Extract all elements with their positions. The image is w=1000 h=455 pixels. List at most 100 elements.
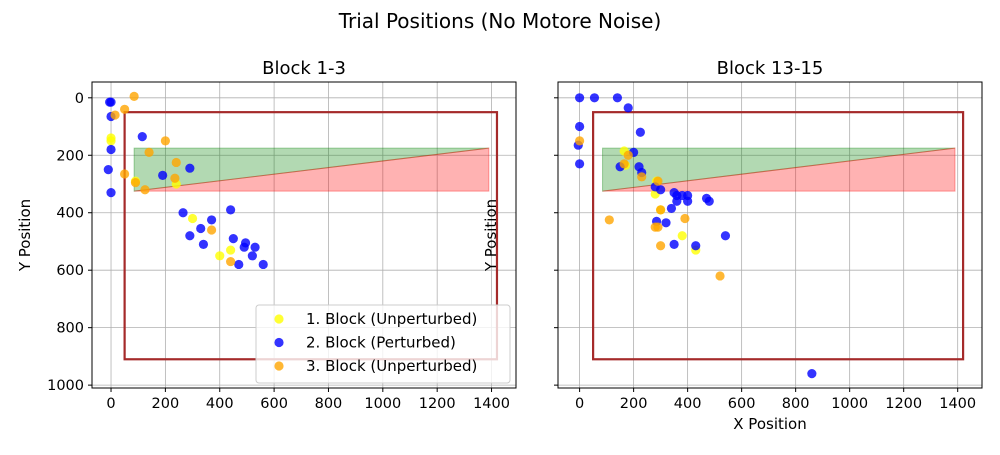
scatter-point-block-2	[206, 215, 217, 225]
scatter-point-block-2	[612, 93, 623, 103]
y-tick-label: 0	[75, 91, 84, 107]
x-tick-label: 1400	[939, 396, 976, 412]
scatter-point-block-3	[129, 91, 139, 101]
scatter-point-block-2	[623, 103, 633, 113]
scatter-point-block-2	[656, 185, 666, 195]
x-tick-label: 800	[315, 396, 343, 412]
scatter-point-block-2	[683, 196, 693, 206]
x-tick-label: 1000	[831, 396, 868, 412]
scatter-point-block-1	[226, 245, 236, 255]
scatter-point-block-2	[198, 239, 209, 249]
scatter-point-block-2	[807, 369, 817, 379]
green-target-region	[133, 147, 489, 192]
scatter-point-block-3	[604, 215, 614, 225]
scatter-point-block-2	[185, 231, 195, 241]
legend-marker-block-2	[274, 337, 284, 348]
red-target-region	[602, 147, 956, 192]
y-tick-label: 1000	[47, 378, 84, 394]
y-tick-label: 200	[56, 148, 84, 164]
scatter-point-block-2	[575, 121, 585, 132]
scatter-point-block-3	[140, 185, 150, 195]
x-tick-label: 0	[575, 396, 584, 412]
x-tick-label: 400	[674, 396, 702, 412]
scatter-point-block-2	[226, 205, 236, 215]
legend-label-block-3: 3. Block (Unperturbed)	[306, 357, 477, 375]
scatter-point-block-2	[158, 170, 168, 180]
x-tick-label: 1200	[419, 396, 456, 412]
scatter-point-block-1	[677, 231, 687, 241]
legend-label-block-2: 2. Block (Perturbed)	[306, 334, 456, 352]
scatter-point-block-3	[170, 173, 180, 183]
scatter-point-block-2	[234, 259, 244, 270]
legend: 1. Block (Unperturbed) 2. Block (Perturbe…	[255, 304, 511, 384]
scatter-point-block-3	[130, 177, 141, 188]
scatter-point-block-2	[661, 218, 671, 228]
x-tick-label: 200	[620, 396, 648, 412]
scatter-point-block-3	[656, 205, 666, 215]
x-tick-label: 600	[260, 396, 288, 412]
scatter-point-block-2	[635, 127, 645, 137]
scatter-point-block-2	[691, 241, 701, 251]
scatter-point-block-3	[144, 147, 154, 157]
scatter-point-block-2	[106, 144, 116, 155]
scatter-point-block-3	[623, 150, 633, 160]
legend-marker-block-3	[274, 361, 284, 371]
scatter-point-block-1	[106, 136, 116, 146]
subplot-title: Block 1-3	[262, 58, 346, 79]
y-axis-label: Y Position	[482, 199, 500, 272]
x-axis-label: X Position	[733, 415, 806, 433]
axes-spine	[91, 81, 517, 389]
x-tick-label: 1000	[364, 396, 401, 412]
scatter-point-block-2	[669, 239, 679, 249]
scatter-point-block-2	[575, 159, 585, 169]
y-tick-label: 800	[56, 321, 84, 337]
x-tick-label: 600	[728, 396, 756, 412]
scatter-point-block-2	[106, 97, 116, 107]
scatter-point-block-3	[160, 136, 170, 146]
x-tick-label: 1400	[473, 396, 510, 412]
scatter-point-block-2	[103, 165, 113, 175]
legend-marker-block-1	[274, 314, 284, 324]
scatter-point-block-3	[637, 172, 647, 182]
subplot-block-13-15: 0 200 400 600 800 1000 1200 1400 Block 13-15 Y Po…	[482, 58, 983, 433]
legend-box	[255, 304, 511, 384]
scatter-point-block-2	[106, 188, 116, 198]
scatter-point-block-1	[187, 213, 198, 224]
scatter-point-block-3	[120, 104, 130, 114]
legend-label-block-1: 1. Block (Unperturbed)	[306, 310, 477, 328]
scatter-point-block-2	[720, 231, 731, 241]
y-tick-label: 400	[56, 206, 84, 222]
scatter-point-block-2	[137, 131, 147, 142]
subplot-title: Block 13-15	[717, 58, 824, 79]
scatter-point-block-2	[185, 163, 195, 173]
scatter-point-block-3	[653, 222, 663, 232]
red-target-region	[134, 147, 490, 192]
scatter-point-block-2	[240, 238, 251, 248]
scatter-point-block-3	[206, 225, 217, 235]
scatter-point-block-2	[672, 196, 682, 206]
boundary-frame	[592, 111, 965, 361]
scatter-point-block-2	[704, 196, 714, 206]
scatter-point-block-2	[589, 93, 600, 103]
scatter-point-block-3	[680, 213, 690, 224]
y-tick-label: 600	[56, 263, 84, 279]
green-target-region	[602, 147, 956, 192]
scatter-point-block-2	[196, 223, 206, 234]
scatter-point-block-2	[258, 259, 268, 270]
x-tick-label: 0	[106, 396, 115, 412]
scatter-point-block-1	[215, 251, 225, 261]
scatter-point-block-2	[250, 242, 260, 252]
figure-title: Trial Positions (No Motore Noise)	[338, 9, 662, 33]
x-tick-label: 1200	[885, 396, 922, 412]
scatter-point-block-3	[120, 169, 130, 179]
scatter-point-block-3	[656, 241, 666, 251]
axes-spine	[557, 81, 983, 389]
scatter-point-block-3	[575, 136, 585, 146]
scatter-point-block-3	[226, 256, 236, 267]
x-tick-label: 800	[782, 396, 810, 412]
scatter-point-block-2	[247, 251, 257, 261]
scatter-point-block-3	[110, 110, 120, 120]
scatter-point-block-2	[178, 208, 188, 218]
x-tick-label: 400	[206, 396, 234, 412]
